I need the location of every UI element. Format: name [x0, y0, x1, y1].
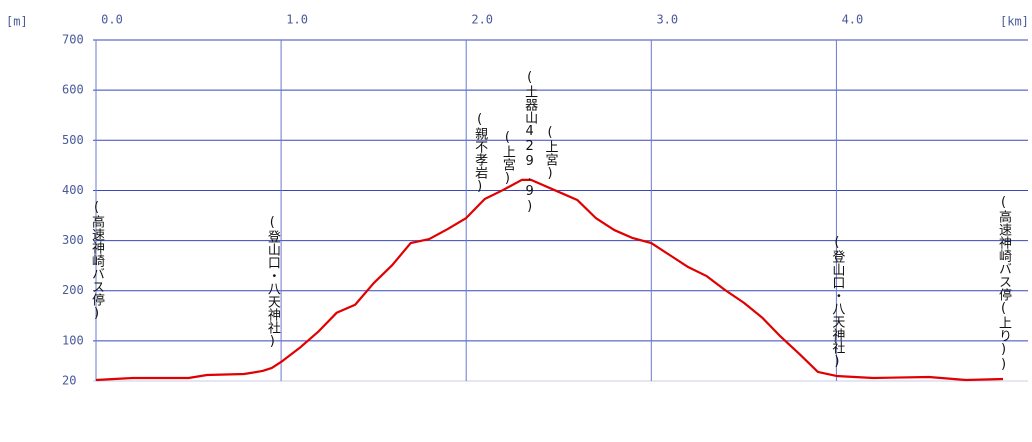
annotation: (登山口・八天神社) — [829, 235, 845, 369]
annotation: (登山口・八天神社) — [264, 215, 280, 349]
annotation: (上宮) — [542, 125, 558, 181]
annotation: (高速神崎バス停(上り)) — [996, 195, 1011, 372]
y-tick-label: 500 — [62, 133, 84, 147]
y-tick-label: 400 — [62, 183, 84, 197]
y-unit: [m] — [6, 15, 28, 29]
y-tick-label: 300 — [62, 233, 84, 247]
x-tick-label: 0.0 — [101, 13, 123, 27]
y-tick-label: 200 — [62, 283, 84, 297]
x-unit: [km] — [1000, 15, 1029, 29]
elevation-line — [95, 178, 1004, 382]
y-tick-label: 600 — [62, 83, 84, 97]
annotation: (土器山429.9) — [522, 70, 538, 214]
y-tick-label: 100 — [62, 333, 84, 347]
y-tick-label: 700 — [62, 33, 84, 47]
x-tick-label: 3.0 — [656, 13, 678, 27]
annotation: (上宮) — [499, 130, 515, 186]
annotation: (高速神崎バス停) — [89, 200, 104, 321]
x-tick-label: 1.0 — [286, 13, 308, 27]
x-tick-label: 2.0 — [471, 13, 493, 27]
y-tick-label: 20 — [62, 374, 76, 388]
x-tick-label: 4.0 — [842, 13, 864, 27]
annotation: (親不孝岩) — [472, 112, 488, 194]
